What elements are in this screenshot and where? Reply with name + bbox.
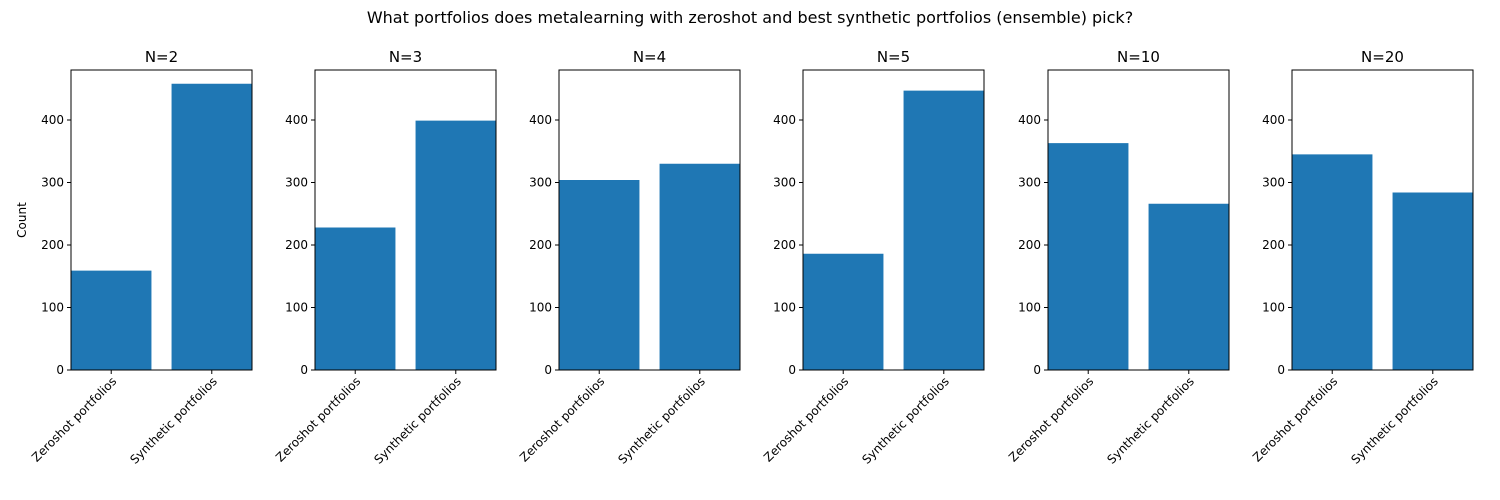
bar-synthetic bbox=[1148, 203, 1229, 370]
y-tick-label: 0 bbox=[56, 363, 64, 377]
axes-frame bbox=[70, 69, 253, 371]
y-tick-label: 400 bbox=[1262, 113, 1285, 127]
subplot-6: 0 100 200 300 400 Zeroshot portfolios Syntheti… bbox=[1250, 48, 1474, 467]
x-tick-label: Zeroshot portfolios bbox=[1006, 374, 1096, 464]
y-tick-label: 200 bbox=[285, 238, 308, 252]
axes-frame bbox=[558, 69, 741, 371]
y-tick-label: 100 bbox=[773, 301, 796, 315]
y-tick-label: 0 bbox=[788, 363, 796, 377]
axes-frame bbox=[802, 69, 985, 371]
y-tick-label: 300 bbox=[41, 176, 64, 190]
x-tick-label: Zeroshot portfolios bbox=[29, 374, 119, 464]
subplot-title: N=3 bbox=[389, 48, 422, 66]
y-tick-label: 400 bbox=[285, 113, 308, 127]
y-tick-label: 0 bbox=[300, 363, 308, 377]
bar-synthetic bbox=[171, 83, 252, 370]
subplot-5: 0 100 200 300 400 Zeroshot portfolios Syntheti… bbox=[1006, 48, 1230, 467]
y-tick-label: 400 bbox=[41, 113, 64, 127]
y-tick-label: 400 bbox=[1018, 113, 1041, 127]
figure-title: What portfolios does metalearning with z… bbox=[366, 8, 1134, 27]
x-tick-label: Synthetic portfolios bbox=[615, 374, 708, 467]
y-tick-label: 100 bbox=[1018, 301, 1041, 315]
y-tick-label: 300 bbox=[1262, 176, 1285, 190]
axes-frame bbox=[314, 69, 497, 371]
x-tick-label: Synthetic portfolios bbox=[127, 374, 220, 467]
y-tick-label: 300 bbox=[529, 176, 552, 190]
x-tick-label: Synthetic portfolios bbox=[1348, 374, 1441, 467]
subplot-title: N=10 bbox=[1117, 48, 1160, 66]
y-tick-label: 100 bbox=[529, 301, 552, 315]
x-tick-label: Zeroshot portfolios bbox=[273, 374, 363, 464]
y-tick-label: 200 bbox=[1262, 238, 1285, 252]
bar-synthetic bbox=[659, 163, 740, 370]
x-tick-label: Zeroshot portfolios bbox=[761, 374, 851, 464]
y-tick-label: 300 bbox=[1018, 176, 1041, 190]
bar-zeroshot bbox=[71, 270, 152, 370]
y-tick-label: 400 bbox=[529, 113, 552, 127]
y-tick-label: 0 bbox=[544, 363, 552, 377]
axes-frame bbox=[1291, 69, 1474, 371]
y-tick-label: 100 bbox=[41, 301, 64, 315]
y-tick-label: 0 bbox=[1033, 363, 1041, 377]
y-tick-label: 0 bbox=[1277, 363, 1285, 377]
subplot-title: N=20 bbox=[1361, 48, 1404, 66]
bar-zeroshot bbox=[1048, 143, 1129, 370]
y-tick-label: 100 bbox=[285, 301, 308, 315]
x-tick-label: Synthetic portfolios bbox=[859, 374, 952, 467]
bar-zeroshot bbox=[315, 227, 396, 370]
y-tick-label: 200 bbox=[773, 238, 796, 252]
axes-frame bbox=[1047, 69, 1230, 371]
bar-synthetic bbox=[1392, 192, 1473, 370]
y-tick-label: 100 bbox=[1262, 301, 1285, 315]
subplot-title: N=4 bbox=[633, 48, 666, 66]
bar-zeroshot bbox=[559, 180, 640, 370]
x-tick-label: Zeroshot portfolios bbox=[517, 374, 607, 464]
y-tick-label: 200 bbox=[529, 238, 552, 252]
y-tick-label: 300 bbox=[773, 176, 796, 190]
x-tick-label: Synthetic portfolios bbox=[371, 374, 464, 467]
subplot-2: 0 100 200 300 400 Zeroshot portfolios Syntheti… bbox=[273, 48, 497, 467]
y-tick-label: 300 bbox=[285, 176, 308, 190]
y-tick-label: 200 bbox=[41, 238, 64, 252]
subplot-3: 0 100 200 300 400 Zeroshot portfolios Syntheti… bbox=[517, 48, 741, 467]
subplot-title: N=5 bbox=[877, 48, 910, 66]
y-tick-label: 200 bbox=[1018, 238, 1041, 252]
x-tick-label: Synthetic portfolios bbox=[1104, 374, 1197, 467]
y-tick-label: 400 bbox=[773, 113, 796, 127]
bar-synthetic bbox=[903, 90, 984, 370]
subplot-title: N=2 bbox=[145, 48, 178, 66]
bar-zeroshot bbox=[803, 253, 884, 370]
subplot-1: 0 100 200 300 400 Zeroshot portfolios Syntheti… bbox=[15, 48, 253, 467]
subplot-4: 0 100 200 300 400 Zeroshot portfolios Syntheti… bbox=[761, 48, 985, 467]
x-tick-label: Zeroshot portfolios bbox=[1250, 374, 1340, 464]
y-axis-label: Count bbox=[15, 202, 29, 238]
bar-synthetic bbox=[415, 120, 496, 370]
bar-zeroshot bbox=[1292, 154, 1373, 370]
